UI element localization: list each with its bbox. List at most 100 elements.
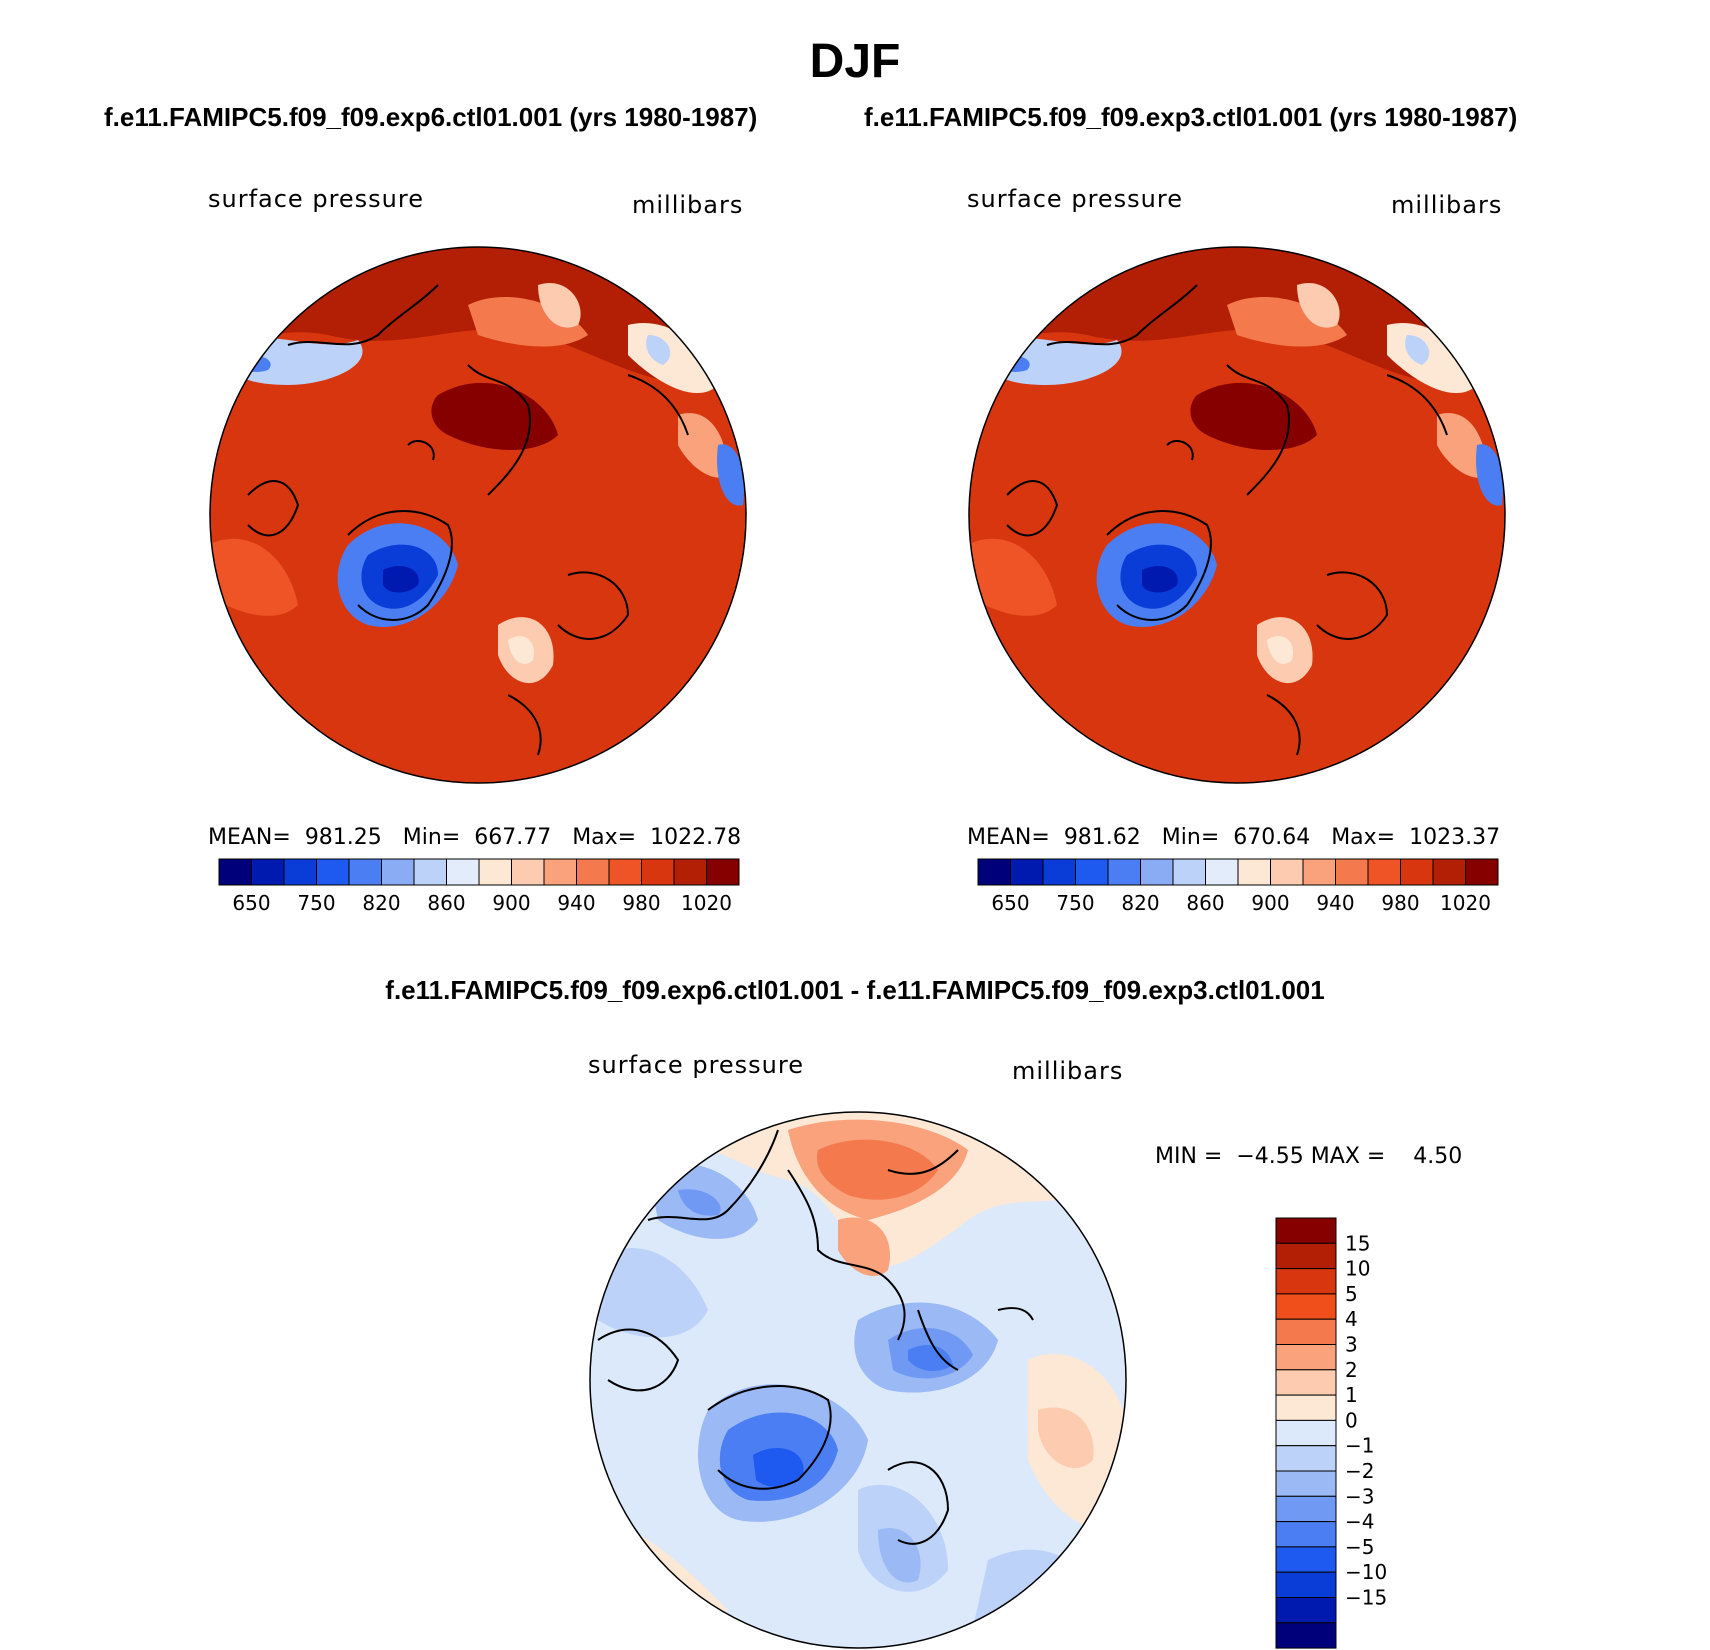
diff-colorbar-tick-label: 15 <box>1345 1231 1370 1255</box>
diff-colorbar-swatch <box>1275 1344 1337 1371</box>
panel-1-colorbar-tick-label: 1020 <box>681 891 732 915</box>
diff-colorbar-tick-label: 10 <box>1345 1257 1370 1281</box>
panel-1-colorbar-swatch <box>641 858 675 886</box>
panel-2-colorbar-tick-label: 900 <box>1251 891 1289 915</box>
panel-2-colorbar-swatch <box>1010 858 1044 886</box>
diff-colorbar-swatch <box>1275 1268 1337 1295</box>
diff-units-label: millibars <box>1012 1057 1124 1085</box>
panel-2-colorbar-swatch <box>1302 858 1336 886</box>
panel-1-max-value: 1022.78 <box>650 825 742 850</box>
diff-colorbar-swatch <box>1275 1546 1337 1573</box>
panel-1-colorbar-swatch <box>251 858 285 886</box>
diff-colorbar-tick-label: 5 <box>1345 1282 1358 1306</box>
diff-colorbar-tick-label: −3 <box>1345 1484 1374 1508</box>
diff-colorbar-swatch <box>1275 1470 1337 1497</box>
panel-2-colorbar-tick-label: 750 <box>1056 891 1094 915</box>
panel-1-variable-label: surface pressure <box>208 185 424 213</box>
panel-1-min-value: 667.77 <box>474 825 552 850</box>
diff-colorbar-tick-label: −10 <box>1345 1560 1387 1584</box>
panel-2-case-title: f.e11.FAMIPC5.f09_f09.exp3.ctl01.001 (yr… <box>864 102 1518 132</box>
panel-2-colorbar-swatch <box>1270 858 1304 886</box>
diff-colorbar-tick-label: −15 <box>1345 1586 1387 1610</box>
panel-1-colorbar-swatch <box>413 858 447 886</box>
panel-2-colorbar-swatch <box>1465 858 1499 886</box>
panel-1-colorbar-swatch <box>446 858 480 886</box>
panel-2-colorbar-swatch <box>1367 858 1401 886</box>
difference-title: f.e11.FAMIPC5.f09_f09.exp6.ctl01.001 - f… <box>385 975 1325 1005</box>
panel-2-colorbar-tick-label: 650 <box>991 891 1029 915</box>
panel-2-colorbar: 650 750 820 860 900 940 980 1020 <box>977 858 1499 915</box>
panel-2-colorbar-swatch <box>1335 858 1369 886</box>
diff-colorbar-tick-label: 2 <box>1345 1358 1358 1382</box>
diff-colorbar-swatch <box>1275 1445 1337 1472</box>
panel-2-colorbar-swatch <box>1400 858 1434 886</box>
panel-2-polar-map <box>968 246 1506 784</box>
panel-2-stats: MEAN= 981.62 Min= 670.64 Max= 1023.37 <box>967 825 1501 850</box>
panel-2-colorbar-swatch <box>977 858 1011 886</box>
panel-2-colorbar-swatch <box>1432 858 1466 886</box>
diff-colorbar-tick-label: 4 <box>1345 1307 1358 1331</box>
diff-colorbar-swatch <box>1275 1217 1337 1244</box>
panel-2-mean-value: 981.62 <box>1063 825 1141 850</box>
panel-1-colorbar-swatch <box>218 858 252 886</box>
panel-1-colorbar: 650 750 820 860 900 940 980 1020 <box>218 858 740 915</box>
panel-2-colorbar-swatch <box>1140 858 1174 886</box>
panel-1-colorbar-swatch <box>543 858 577 886</box>
panel-1-colorbar-swatch <box>511 858 545 886</box>
panel-1-mean-value: 981.25 <box>304 825 382 850</box>
panel-2-units-label: millibars <box>1391 191 1503 219</box>
diff-colorbar-swatch <box>1275 1293 1337 1320</box>
diff-colorbar-swatch <box>1275 1521 1337 1548</box>
panel-2-colorbar-tick-label: 1020 <box>1440 891 1491 915</box>
diff-colorbar-swatch <box>1275 1369 1337 1396</box>
diff-colorbar-tick-label: −1 <box>1345 1434 1374 1458</box>
panel-2-colorbar-swatch <box>1172 858 1206 886</box>
diff-variable-label: surface pressure <box>588 1051 804 1079</box>
panel-1-colorbar-tick-label: 980 <box>622 891 660 915</box>
panel-2-colorbar-tick-label: 980 <box>1381 891 1419 915</box>
panel-1-colorbar-swatch <box>608 858 642 886</box>
diff-colorbar-swatch <box>1275 1419 1337 1447</box>
panel-1-stats: MEAN= 981.25 Min= 667.77 Max= 1022.78 <box>208 825 742 850</box>
diff-colorbar-swatch <box>1275 1394 1337 1421</box>
diff-min-label: MIN = <box>1155 1144 1223 1169</box>
panel-1-colorbar-swatch <box>381 858 415 886</box>
diff-colorbar-tick-label: 3 <box>1345 1333 1358 1357</box>
panel-2-colorbar-swatch <box>1075 858 1109 886</box>
panel-1-colorbar-swatch <box>478 858 512 886</box>
panel-1-colorbar-swatch <box>316 858 350 886</box>
panel-2-colorbar-swatch <box>1237 858 1271 886</box>
diff-colorbar-tick-label: −2 <box>1345 1459 1374 1483</box>
diff-colorbar-tick-label: 0 <box>1345 1408 1358 1432</box>
diff-colorbar-swatch <box>1275 1495 1337 1523</box>
diff-colorbar-swatch <box>1275 1318 1337 1345</box>
panel-1-colorbar-swatch <box>673 858 707 886</box>
panel-1-polar-map <box>209 246 747 784</box>
panel-1-colorbar-swatch <box>576 858 610 886</box>
diff-polar-map <box>589 1111 1127 1649</box>
panel-1-units-label: millibars <box>632 191 744 219</box>
diff-colorbar-swatch <box>1275 1242 1337 1270</box>
panel-1-colorbar-swatch <box>706 858 740 886</box>
panel-2-colorbar-tick-label: 860 <box>1186 891 1224 915</box>
panel-1-colorbar-tick-label: 940 <box>557 891 595 915</box>
diff-colorbar-swatch <box>1275 1622 1337 1649</box>
panel-2-max-value: 1023.37 <box>1409 825 1501 850</box>
diff-min-max: MIN = −4.55 MAX = 4.50 <box>1155 1144 1462 1169</box>
panel-2-colorbar-tick-label: 940 <box>1316 891 1354 915</box>
diff-colorbar-swatch <box>1275 1571 1337 1599</box>
panel-1-colorbar-swatch <box>348 858 382 886</box>
panel-2-colorbar-tick-label: 820 <box>1121 891 1159 915</box>
diff-colorbar-tick-label: −5 <box>1345 1535 1374 1559</box>
diff-colorbar-tick-label: 1 <box>1345 1383 1358 1407</box>
diff-colorbar-tick-label: −4 <box>1345 1510 1374 1534</box>
diff-min-value: −4.55 <box>1236 1144 1304 1169</box>
main-title: DJF <box>809 35 901 88</box>
panel-2-min-value: 670.64 <box>1233 825 1311 850</box>
panel-2-colorbar-swatch <box>1107 858 1141 886</box>
diff-max-value: 4.50 <box>1413 1144 1463 1169</box>
panel-1-colorbar-tick-label: 900 <box>492 891 530 915</box>
panel-1-colorbar-tick-label: 650 <box>232 891 270 915</box>
panel-1-colorbar-tick-label: 820 <box>362 891 400 915</box>
